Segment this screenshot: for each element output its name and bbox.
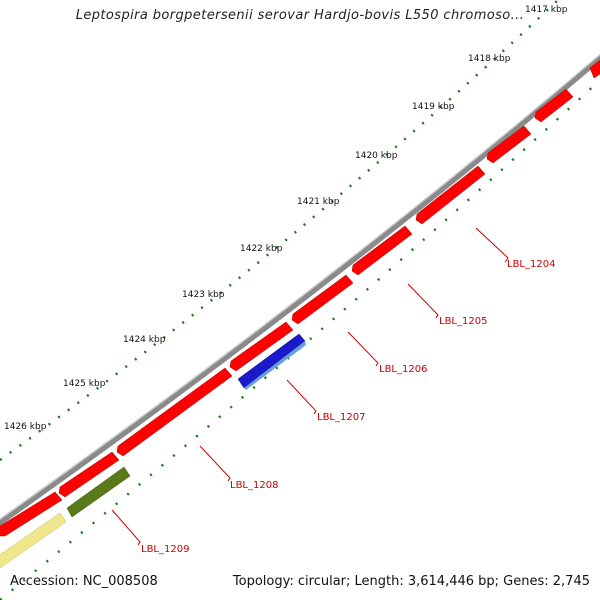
topology-text: Topology: circular; Length: 3,614,446 bp…	[232, 574, 590, 589]
gene-label-lbl1208[interactable]: LBL_1208	[230, 480, 278, 491]
ruler-labels: 1417 kbp 1418 kbp 1419 kbp 1420 kbp 1421…	[4, 5, 568, 432]
backbone-highlight	[0, 53, 600, 520]
gene-label-lbl1205[interactable]: LBL_1205	[439, 316, 487, 327]
gene-label-lbl1209[interactable]: LBL_1209	[141, 544, 189, 555]
ruler-outer-dots	[0, 0, 560, 462]
map-title: Leptospira borgpetersenii serovar Hardjo…	[75, 8, 525, 23]
forward-cds-track	[0, 59, 600, 537]
ruler-inner-dots	[0, 79, 600, 600]
cds-arrow[interactable]	[486, 125, 532, 164]
reverse-cds-track	[0, 333, 306, 569]
label-leaders	[111, 227, 509, 546]
cds-arrow[interactable]	[534, 88, 574, 123]
cds-olive[interactable]	[66, 466, 131, 518]
cds-arrow[interactable]	[116, 367, 233, 457]
cds-arrow[interactable]	[351, 225, 413, 276]
tick-label-1418: 1418 kbp	[468, 54, 511, 64]
cds-pale[interactable]	[0, 512, 67, 569]
tick-label-1423: 1423 kbp	[182, 290, 225, 300]
tick-label-1426: 1426 kbp	[4, 422, 47, 432]
cds-arrow[interactable]	[415, 165, 486, 225]
tick-label-1417: 1417 kbp	[525, 5, 568, 15]
tick-label-1425: 1425 kbp	[63, 379, 106, 389]
cds-arrow[interactable]	[58, 451, 120, 498]
cds-arrow[interactable]	[229, 321, 294, 372]
cds-arrow[interactable]	[291, 274, 354, 325]
tick-label-1424: 1424 kbp	[123, 335, 166, 345]
accession-text: Accession: NC_008508	[10, 574, 158, 589]
backbone	[0, 55, 600, 526]
gene-labels: LBL_1204 LBL_1205 LBL_1206 LBL_1207 LBL_…	[141, 259, 555, 555]
gene-label-lbl1204[interactable]: LBL_1204	[507, 259, 555, 270]
tick-label-1420: 1420 kbp	[355, 151, 398, 161]
cds-arrow[interactable]	[0, 491, 63, 537]
gene-label-lbl1207[interactable]: LBL_1207	[317, 412, 365, 423]
tick-label-1422: 1422 kbp	[240, 244, 283, 254]
cds-blue-shade	[244, 341, 306, 390]
tick-label-1419: 1419 kbp	[412, 102, 455, 112]
gene-label-lbl1206[interactable]: LBL_1206	[379, 364, 427, 375]
tick-label-1421: 1421 kbp	[297, 197, 340, 207]
cds-arrow[interactable]	[589, 59, 600, 79]
